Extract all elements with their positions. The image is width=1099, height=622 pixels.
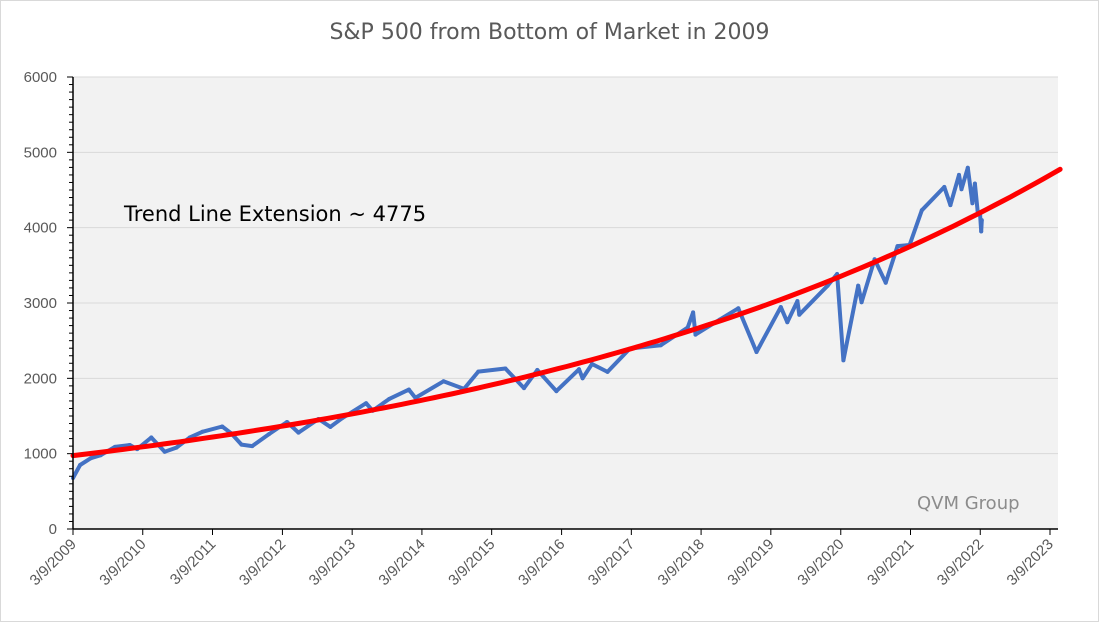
price-point	[267, 432, 271, 437]
price-point	[979, 229, 984, 234]
price-point	[825, 283, 830, 288]
price-point	[841, 358, 846, 363]
price-point	[554, 389, 559, 394]
price-point	[328, 424, 333, 429]
price-point	[979, 218, 984, 223]
axes	[67, 76, 1058, 535]
x-tick-label-3: 3/9/2012	[236, 536, 289, 589]
trend-annotation: Trend Line Extension ~ 4775	[123, 202, 426, 226]
y-tick-label-1: 1000	[24, 446, 57, 463]
price-point	[856, 283, 861, 288]
x-tick-label-10: 3/9/2019	[724, 536, 777, 589]
price-point	[200, 429, 205, 434]
price-point	[959, 187, 964, 192]
price-point	[919, 208, 924, 213]
x-tick-label-5: 3/9/2014	[375, 536, 428, 589]
price-point	[605, 369, 610, 374]
price-point	[590, 362, 594, 366]
price-point	[957, 172, 961, 177]
x-tick-label-0: 3/9/2009	[27, 536, 80, 589]
price-point	[736, 306, 741, 311]
x-tick-label-11: 3/9/2020	[794, 536, 847, 589]
price-point	[797, 312, 802, 317]
price-point	[162, 449, 167, 454]
price-point	[296, 430, 301, 435]
chart-title: S&P 500 from Bottom of Market in 2009	[329, 20, 770, 45]
y-tick-label-5: 5000	[24, 144, 57, 161]
price-point	[658, 343, 663, 348]
price-point	[476, 369, 481, 374]
x-tick-label-2: 3/9/2011	[167, 536, 220, 589]
series-layer	[70, 165, 1063, 480]
price-point	[965, 165, 970, 170]
trend-line	[70, 166, 1063, 459]
price-point	[503, 366, 508, 371]
price-point	[795, 299, 800, 304]
price-point	[250, 444, 255, 449]
y-tick-label-2: 2000	[24, 370, 57, 387]
x-tick-label-1: 3/9/2010	[96, 536, 149, 589]
x-tick-label-14: 3/9/2023	[1004, 536, 1057, 589]
price-point	[364, 401, 369, 406]
price-point	[220, 424, 225, 429]
price-point	[895, 244, 900, 249]
x-tick-label-6: 3/9/2015	[445, 536, 498, 589]
price-point	[387, 397, 391, 402]
y-tick-label-0: 0	[49, 521, 57, 538]
y-axis-ticks: 0 1000 2000 3000 4000 5000 6000	[24, 69, 57, 538]
x-axis-ticks: 3/9/2009 3/9/2010 3/9/2011 3/9/2012 3/9/2013…	[27, 536, 1057, 589]
x-tick-label-4: 3/9/2013	[306, 536, 359, 589]
x-tick-label-9: 3/9/2018	[655, 536, 708, 589]
price-point	[78, 463, 83, 467]
price-point	[406, 387, 411, 392]
price-point	[785, 320, 790, 325]
price-point	[522, 386, 526, 391]
price-point	[149, 435, 154, 440]
price-point	[580, 376, 585, 381]
price-point	[970, 201, 975, 206]
price-point	[778, 305, 783, 310]
y-tick-label-4: 4000	[24, 220, 57, 237]
price-point	[239, 442, 244, 447]
price-point	[942, 185, 947, 189]
price-point	[883, 280, 888, 285]
price-point	[754, 350, 759, 354]
price-point	[535, 368, 540, 372]
price-point	[972, 181, 977, 186]
price-point	[441, 379, 446, 384]
y-tick-label-6: 6000	[24, 69, 57, 86]
x-tick-label-8: 3/9/2017	[585, 536, 638, 589]
y-tick-label-3: 3000	[24, 295, 57, 312]
x-tick-label-13: 3/9/2022	[934, 536, 987, 589]
x-tick-label-12: 3/9/2021	[864, 536, 917, 589]
price-point	[577, 367, 581, 372]
price-point	[859, 300, 864, 305]
price-point	[88, 456, 93, 461]
price-point	[948, 203, 953, 208]
price-point	[693, 332, 698, 337]
gridlines	[73, 76, 1058, 455]
x-tick-label-7: 3/9/2016	[515, 536, 568, 589]
price-point	[691, 310, 696, 315]
price-point	[174, 445, 179, 450]
watermark: QVM Group	[917, 493, 1020, 514]
